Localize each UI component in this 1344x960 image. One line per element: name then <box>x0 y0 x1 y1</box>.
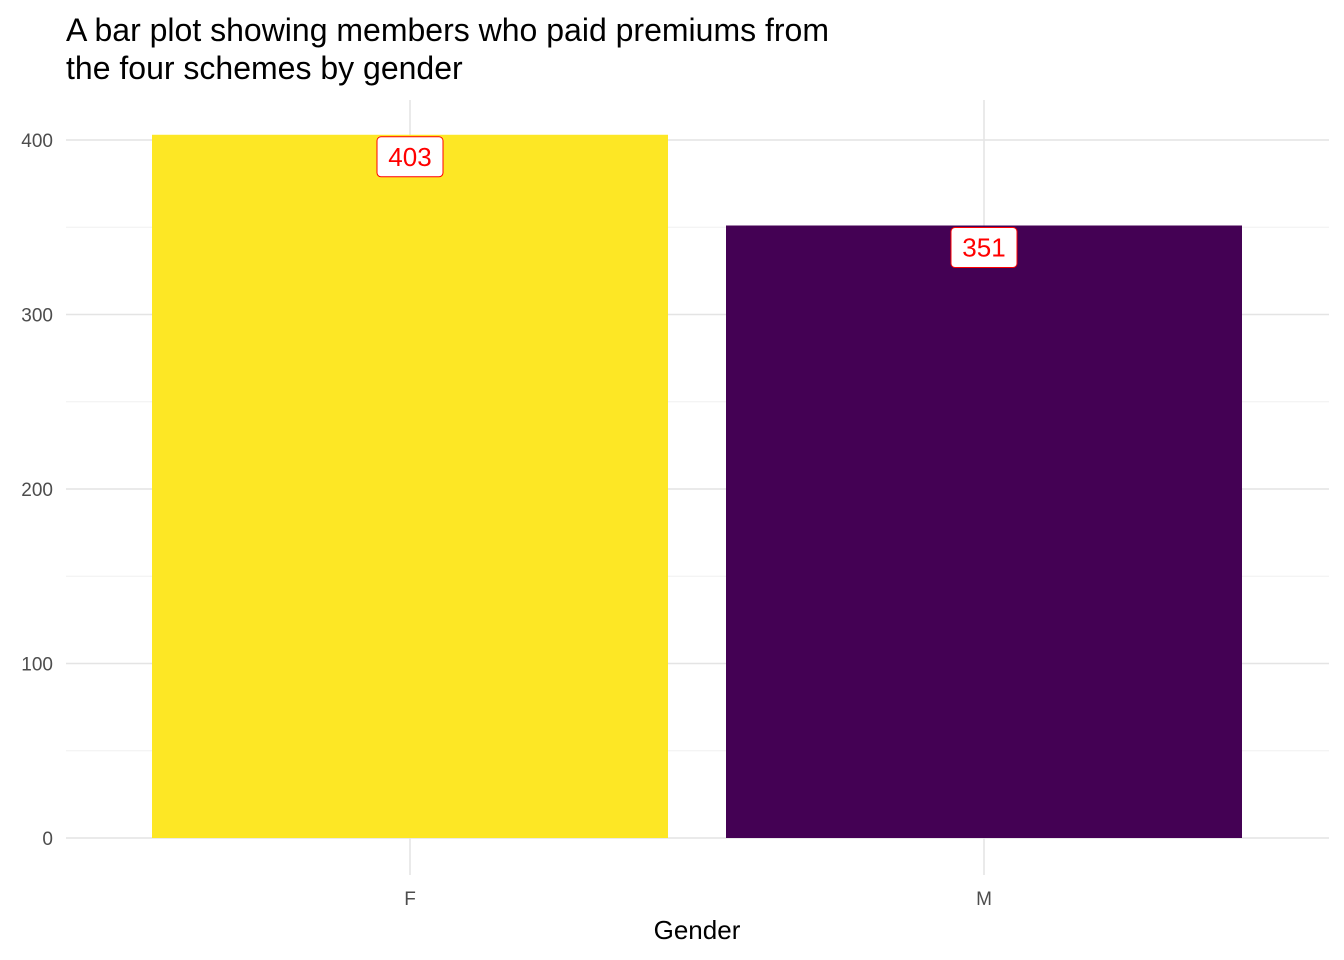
chart-title-line-2: the four schemes by gender <box>66 50 463 86</box>
data-labels: 403 351 <box>376 136 1018 269</box>
data-label-box <box>950 227 1018 269</box>
y-tick-label: 100 <box>21 655 53 676</box>
y-tick-label: 200 <box>21 480 53 501</box>
bars <box>152 134 1242 838</box>
x-axis-title: Gender <box>654 915 741 945</box>
x-tick-label: M <box>976 889 992 910</box>
bar-F <box>152 134 668 838</box>
data-label-F: 403 <box>376 136 444 178</box>
x-tick-label: F <box>404 889 416 910</box>
chart-title: A bar plot showing members who paid prem… <box>66 12 829 86</box>
data-label-box <box>376 136 444 178</box>
chart-title-line-1: A bar plot showing members who paid prem… <box>66 12 829 48</box>
data-label-M: 351 <box>950 227 1018 269</box>
data-label-text: 351 <box>962 233 1005 263</box>
data-label-text: 403 <box>388 142 431 172</box>
y-axis-tick-labels: 0 100 200 300 400 <box>21 131 53 850</box>
y-tick-label: 400 <box>21 131 53 152</box>
y-tick-label: 0 <box>42 829 53 850</box>
bar-M <box>726 225 1242 838</box>
y-tick-label: 300 <box>21 306 53 327</box>
